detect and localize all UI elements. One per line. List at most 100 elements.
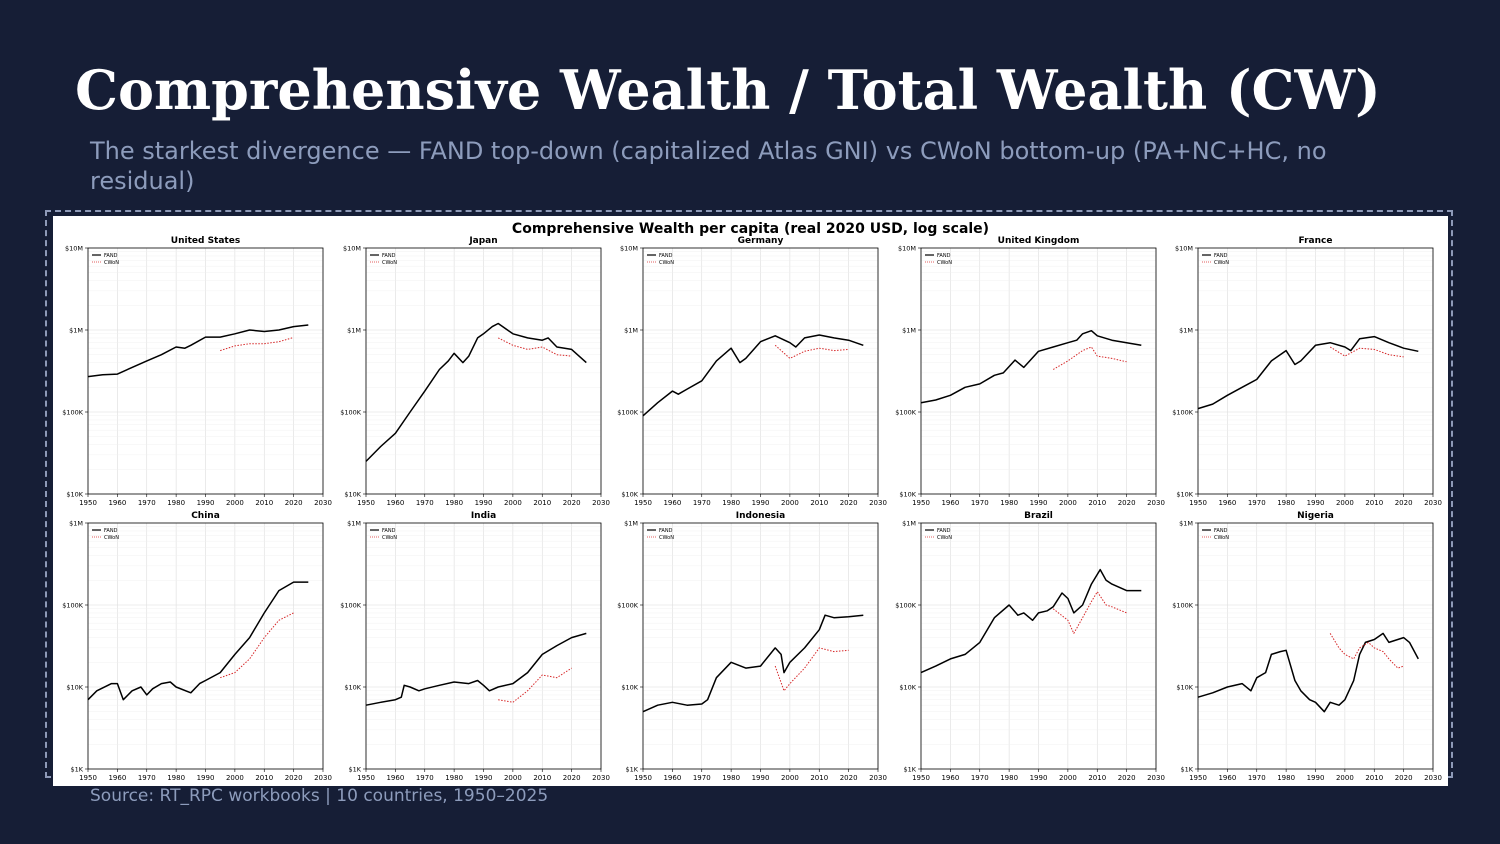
panel-title: China (191, 511, 220, 521)
y-tick-label: $1M (902, 327, 916, 335)
x-tick-label: 2010 (1365, 774, 1383, 782)
y-tick-label: $1M (69, 327, 83, 335)
x-tick-label: 2000 (781, 774, 799, 782)
series-line-fand (920, 568, 1142, 674)
panel-germany: 1950 1960 1970 1980 1990 2000 2010 2020 2030 $10K… (617, 236, 887, 507)
x-tick-label: 2020 (1395, 499, 1413, 507)
x-tick-label: 2000 (226, 774, 244, 782)
x-tick-label: 2020 (840, 774, 858, 782)
series-line-fand (642, 614, 864, 713)
x-tick-label: 1980 (722, 774, 740, 782)
series-line-fand (1197, 632, 1419, 713)
x-tick-label: 2030 (1424, 774, 1442, 782)
x-tick-label: 1960 (386, 774, 404, 782)
x-tick-label: 2000 (1336, 774, 1354, 782)
legend-label: CWoN (104, 535, 119, 541)
y-tick-label: $100K (62, 602, 84, 610)
x-tick-label: 2030 (1147, 774, 1165, 782)
legend-label: FAND (659, 253, 673, 259)
legend-label: CWoN (1214, 535, 1229, 541)
y-tick-label: $1K (348, 766, 361, 774)
legend-label: FAND (104, 253, 118, 259)
x-tick-label: 1970 (1248, 499, 1266, 507)
y-tick-label: $1M (1179, 520, 1193, 528)
x-tick-label: 2010 (1088, 774, 1106, 782)
x-tick-label: 1960 (108, 774, 126, 782)
y-tick-label: $10M (1175, 245, 1193, 253)
x-tick-label: 2030 (1147, 499, 1165, 507)
x-tick-label: 1950 (912, 774, 930, 782)
series-line-fand (1197, 335, 1419, 410)
x-tick-label: 1960 (108, 499, 126, 507)
x-tick-label: 2020 (285, 499, 303, 507)
y-tick-label: $10M (898, 245, 916, 253)
x-tick-label: 2010 (533, 774, 551, 782)
y-tick-label: $10K (344, 684, 361, 692)
x-tick-label: 2020 (285, 774, 303, 782)
x-tick-label: 1950 (634, 499, 652, 507)
y-tick-label: $100K (617, 602, 639, 610)
x-tick-label: 1950 (79, 774, 97, 782)
x-tick-label: 2030 (869, 774, 887, 782)
legend-label: CWoN (104, 260, 119, 266)
x-tick-label: 2010 (1365, 499, 1383, 507)
x-tick-label: 2030 (592, 774, 610, 782)
x-tick-label: 1960 (663, 774, 681, 782)
panel-brazil: 1950 1960 1970 1980 1990 2000 2010 2020 2030 $1K $… (895, 511, 1165, 782)
x-tick-label: 2000 (1059, 499, 1077, 507)
x-tick-label: 1950 (1189, 774, 1207, 782)
x-tick-label: 1980 (445, 499, 463, 507)
x-tick-label: 1990 (1307, 499, 1325, 507)
x-tick-label: 1990 (1307, 774, 1325, 782)
x-tick-label: 1970 (1248, 774, 1266, 782)
x-tick-label: 1970 (971, 499, 989, 507)
y-tick-label: $1M (347, 327, 361, 335)
x-tick-label: 1950 (79, 499, 97, 507)
panel-nigeria: 1950 1960 1970 1980 1990 2000 2010 2020 2030 $1K $… (1172, 511, 1442, 782)
legend-label: CWoN (382, 260, 397, 266)
y-tick-label: $10M (343, 245, 361, 253)
y-tick-label: $100K (340, 409, 362, 417)
series-line-fand (642, 334, 864, 417)
x-tick-label: 2020 (1118, 774, 1136, 782)
series-line-cwon (1052, 591, 1127, 634)
series-line-fand (920, 329, 1142, 404)
x-tick-label: 1970 (971, 774, 989, 782)
x-tick-label: 1970 (138, 499, 156, 507)
x-tick-label: 1990 (1030, 499, 1048, 507)
panel-title: Brazil (1024, 511, 1053, 521)
series-line-cwon (498, 667, 572, 703)
x-tick-label: 1990 (475, 774, 493, 782)
y-tick-label: $100K (895, 602, 917, 610)
x-tick-label: 2010 (533, 499, 551, 507)
legend-label: FAND (659, 528, 673, 534)
figure: Comprehensive Wealth per capita (real 20… (53, 216, 1448, 786)
y-tick-label: $1K (903, 766, 916, 774)
x-tick-label: 2030 (592, 499, 610, 507)
x-tick-label: 1990 (1030, 774, 1048, 782)
x-tick-label: 2010 (1088, 499, 1106, 507)
x-tick-label: 1980 (167, 774, 185, 782)
x-tick-label: 1980 (167, 499, 185, 507)
legend-label: CWoN (382, 535, 397, 541)
legend-label: FAND (937, 528, 951, 534)
x-tick-label: 1960 (1218, 499, 1236, 507)
x-tick-label: 2030 (314, 774, 332, 782)
x-tick-label: 1970 (416, 499, 434, 507)
x-tick-label: 1950 (912, 499, 930, 507)
panel-title: Nigeria (1297, 511, 1334, 521)
x-tick-label: 1960 (386, 499, 404, 507)
legend-label: FAND (382, 253, 396, 259)
series-line-cwon (220, 337, 294, 352)
panel-india: 1950 1960 1970 1980 1990 2000 2010 2020 2030 $1K $… (340, 511, 610, 782)
y-tick-label: $1M (1179, 327, 1193, 335)
x-tick-label: 1970 (693, 774, 711, 782)
legend-label: FAND (937, 253, 951, 259)
x-tick-label: 1970 (138, 774, 156, 782)
panel-japan: 1950 1960 1970 1980 1990 2000 2010 2020 2030 $10K… (340, 236, 610, 507)
